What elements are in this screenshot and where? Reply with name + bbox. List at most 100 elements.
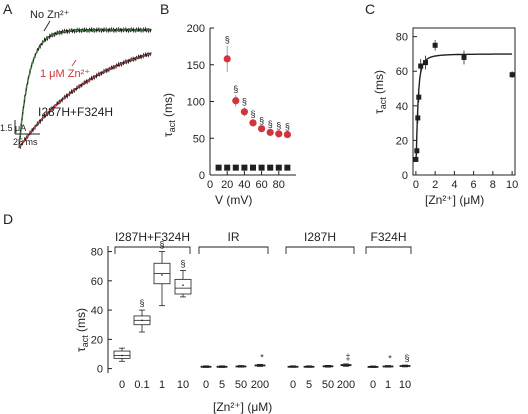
b-y-tick-label: 50 xyxy=(193,133,205,145)
d-mean xyxy=(404,365,406,367)
d-mean xyxy=(161,274,163,276)
c-y-tick-label: 80 xyxy=(396,32,408,44)
d-mean xyxy=(240,365,242,368)
d-mean xyxy=(205,365,207,368)
d-y-tick-label: 40 xyxy=(91,305,103,317)
b-significance-mark: § xyxy=(242,96,247,106)
d-mean xyxy=(387,365,389,368)
d-group-bracket xyxy=(198,246,269,254)
b-zinc-point xyxy=(283,130,291,139)
zn-label: 1 μM Zn²⁺ xyxy=(40,68,90,80)
fit-no-zinc xyxy=(18,29,151,149)
d-significance-mark: § xyxy=(404,353,409,363)
b-significance-mark: § xyxy=(285,121,290,131)
b-control-point xyxy=(232,164,239,171)
c-data-point xyxy=(432,42,438,48)
d-group-bracket xyxy=(114,246,191,254)
d-category-label: 0 xyxy=(203,379,209,391)
b-control-point xyxy=(275,164,282,171)
d-group-title: I287H+F324H xyxy=(115,230,190,244)
d-group-title: F324H xyxy=(370,230,406,244)
d-category-label: 0 xyxy=(119,379,125,391)
panel-letter-d: D xyxy=(3,211,13,227)
d-category-label: 200 xyxy=(251,379,269,391)
d-group-title: IR xyxy=(228,230,240,244)
d-mean xyxy=(372,365,374,368)
d-group-title: I287H xyxy=(304,230,336,244)
b-significance-mark: § xyxy=(233,84,238,94)
d-category-label: 10 xyxy=(399,379,411,391)
c-data-point xyxy=(416,94,422,100)
b-zinc-point xyxy=(275,130,283,138)
b-control-point xyxy=(258,164,265,171)
panel-d-xlabel: [Zn²⁺] (μM) xyxy=(213,400,272,414)
b-zinc-point xyxy=(240,108,248,116)
panel-b-plot: V (mV) τact (ms) 0 20 40 60 80050100150200§§… xyxy=(161,23,296,207)
d-category-label: 5 xyxy=(219,379,225,391)
d-category-label: 0 xyxy=(370,379,376,391)
c-plot-frame xyxy=(412,27,516,176)
d-mean xyxy=(121,354,123,357)
b-x-tick-label: 60 xyxy=(255,179,267,191)
b-zinc-point xyxy=(258,125,266,133)
b-zinc-point xyxy=(232,97,240,105)
d-group-bracket xyxy=(285,246,355,254)
d-significance-mark: * xyxy=(260,352,264,362)
c-y-tick-label: 0 xyxy=(402,170,408,182)
b-control-point xyxy=(224,164,231,171)
c-hill-fit xyxy=(415,53,513,162)
panel-b-xlabel: V (mV) xyxy=(215,193,252,207)
b-y-tick-label: 150 xyxy=(187,60,205,72)
d-mean xyxy=(221,365,223,368)
fit-zinc xyxy=(18,52,152,149)
d-y-tick-label: 80 xyxy=(91,247,103,259)
d-group-bracket xyxy=(365,246,412,254)
d-category-label: 1 xyxy=(385,379,391,391)
c-y-tick-label: 60 xyxy=(396,66,408,78)
b-x-tick-label: 0 xyxy=(207,179,213,191)
b-control-point xyxy=(284,164,291,171)
c-y-tick-label: 20 xyxy=(396,135,408,147)
c-data-point xyxy=(413,156,419,162)
b-significance-mark: § xyxy=(268,119,273,129)
trace-zinc xyxy=(18,51,152,150)
d-mean xyxy=(141,319,143,322)
b-control-point xyxy=(267,164,274,171)
no-zn-label: No Zn²⁺ xyxy=(30,9,70,21)
d-significance-mark: § xyxy=(180,259,185,269)
c-data-point xyxy=(461,54,467,60)
c-data-point xyxy=(423,60,429,66)
b-zinc-point xyxy=(249,119,257,127)
c-data-point xyxy=(414,148,420,154)
panel-letter-c: C xyxy=(365,1,375,17)
d-significance-mark: § xyxy=(159,240,164,250)
b-control-point xyxy=(241,164,248,171)
d-category-label: 10 xyxy=(177,379,189,391)
d-category-label: 50 xyxy=(235,379,247,391)
b-zinc-point xyxy=(266,128,274,136)
current-scale-label: 1.5 μA xyxy=(0,123,26,133)
d-mean xyxy=(327,365,329,368)
arrow-no-zinc xyxy=(43,20,51,32)
mutant-label: I287H+F324H xyxy=(38,105,113,119)
d-mean xyxy=(345,364,347,366)
c-data-point xyxy=(418,63,424,69)
d-category-label: 50 xyxy=(322,379,334,391)
panel-letter-b: B xyxy=(160,1,169,17)
b-x-tick-label: 80 xyxy=(273,179,285,191)
b-zinc-point xyxy=(223,55,231,63)
c-data-point xyxy=(509,72,515,78)
d-significance-mark: * xyxy=(388,354,392,364)
panel-c-ylabel: τact (ms) xyxy=(372,70,388,114)
d-mean xyxy=(259,364,261,367)
b-x-tick-label: 20 xyxy=(221,179,233,191)
b-y-tick-label: 200 xyxy=(187,23,205,35)
d-category-label: 5 xyxy=(306,379,312,391)
b-significance-mark: § xyxy=(276,121,281,131)
c-x-tick-label: 6 xyxy=(471,179,477,191)
trace-no-zinc xyxy=(18,26,152,149)
d-y-tick-label: 60 xyxy=(91,276,103,288)
panel-d-ylabel: τact (ms) xyxy=(74,308,90,352)
panel-letter-a: A xyxy=(3,1,13,17)
